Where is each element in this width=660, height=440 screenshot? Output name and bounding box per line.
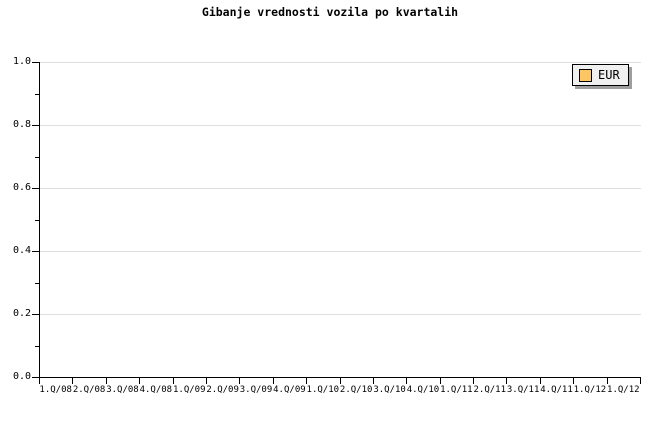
y-axis-major-tick [32,251,39,252]
x-axis-tick-label: 1.Q/11 [440,385,473,395]
y-axis-major-tick [32,188,39,189]
x-axis-tick [473,377,475,384]
x-axis-tick-label: 1.Q/09 [172,385,206,395]
x-axis-tick-label: 4.Q/10 [406,385,440,395]
x-axis-tick [506,377,508,384]
y-axis-minor-tick [35,345,39,347]
gridline [40,188,641,189]
x-axis-tick [573,377,575,384]
gridline [40,251,641,252]
x-axis-tick-label: 4.Q/09 [273,385,306,395]
x-axis-tick [372,377,374,384]
x-axis-tick-label: 3.Q/10 [373,385,406,395]
x-axis-tick [306,377,308,384]
x-axis-tick-label: 4.Q/08 [139,385,173,395]
x-axis-tick-label: 3.Q/08 [106,385,139,395]
x-axis-tick [39,377,40,384]
x-axis-tick [205,377,207,384]
x-axis-tick [239,377,241,384]
x-axis-tick-label: 3.Q/09 [239,385,273,395]
y-axis-tick-label: 0.0 [12,371,31,382]
x-axis-tick [539,377,541,384]
legend-box: EUR [572,64,629,86]
y-axis-minor-tick [35,156,39,158]
y-axis-line [39,62,40,378]
x-axis-tick [105,377,107,384]
x-axis-tick [406,377,408,384]
x-axis-tick-label: 4.Q/11 [540,385,573,395]
x-axis-tick [72,377,74,384]
x-axis-tick [139,377,141,384]
x-axis-tick [172,377,174,384]
x-axis-tick-label: 2.Q/08 [72,385,106,395]
y-axis-major-tick [32,377,39,378]
x-axis-tick-label: 3.Q/11 [506,385,540,395]
y-axis-major-tick [32,125,39,126]
y-axis-tick-label: 0.2 [12,308,31,319]
legend-swatch-icon [579,68,592,82]
x-axis-tick-label: 1.Q/08 [39,385,72,395]
y-axis-major-tick [32,62,39,63]
x-axis-tick [640,377,641,384]
x-axis-tick [272,377,274,384]
y-axis-minor-tick [35,93,39,95]
gridline [40,314,641,315]
x-axis-tick [339,377,341,384]
y-axis-tick-label: 1.0 [12,56,31,67]
x-axis-tick-label: 1.Q/12 [573,385,607,395]
x-axis-tick [606,377,608,384]
x-axis-tick-label: 2.Q/11 [473,385,506,395]
gridline [40,125,641,126]
chart-title: Gibanje vrednosti vozila po kvartalih [201,5,459,19]
y-axis-minor-tick [35,219,39,221]
x-axis-tick-label: 1.Q/10 [306,385,340,395]
x-axis-tick [439,377,441,384]
y-axis-major-tick [32,314,39,315]
x-axis-tick-label: 1.Q/12 [607,385,640,395]
y-axis-minor-tick [35,282,39,284]
gridline [40,62,641,63]
y-axis-tick-label: 0.8 [12,119,31,130]
y-axis-tick-label: 0.4 [12,245,31,256]
x-axis-tick-label: 2.Q/10 [339,385,373,395]
x-axis-tick-label: 2.Q/09 [206,385,239,395]
legend-label: EUR [598,68,620,82]
y-axis-tick-label: 0.6 [12,182,31,193]
